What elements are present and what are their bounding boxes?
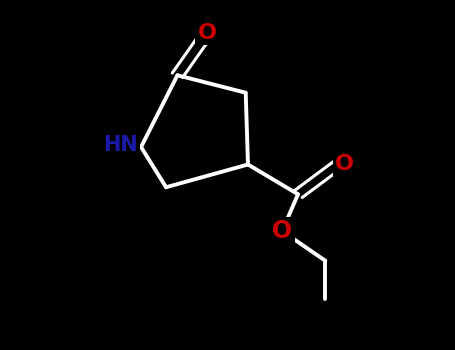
Text: O: O	[272, 219, 292, 243]
Text: O: O	[197, 23, 217, 43]
Text: HN: HN	[103, 135, 138, 155]
Text: O: O	[335, 154, 354, 174]
